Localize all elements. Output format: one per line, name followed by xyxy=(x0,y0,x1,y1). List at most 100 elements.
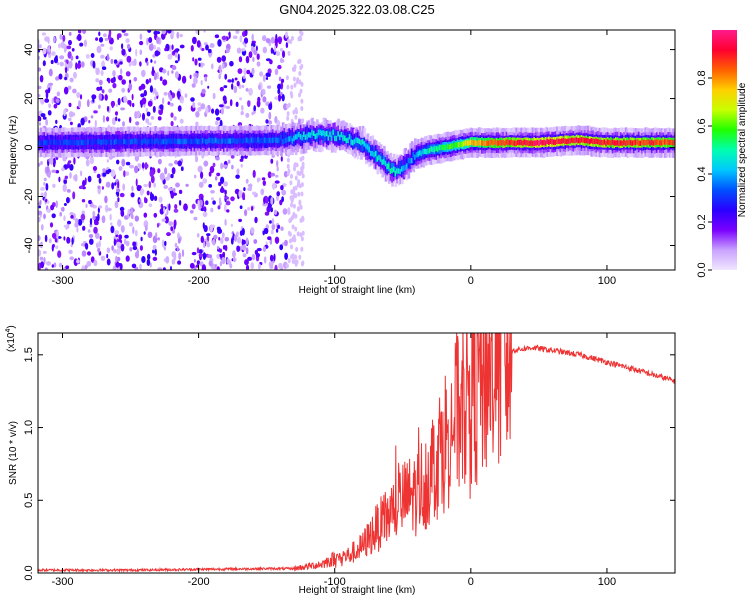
spectrogram-noise-cell xyxy=(301,164,305,170)
spectrogram-noise-cell xyxy=(80,213,86,221)
spectrogram-noise-cell xyxy=(62,184,67,192)
spectrogram-noise-cell xyxy=(181,249,185,257)
spectrogram-signal-cell xyxy=(633,140,636,146)
spectrogram-noise-cell xyxy=(224,196,229,200)
spectrogram-noise-cell xyxy=(119,192,125,198)
spectrogram-noise-cell xyxy=(190,45,194,52)
spectrogram-signal-cell xyxy=(567,138,571,144)
spectrogram-noise-cell xyxy=(131,93,134,101)
spectrogram-noise-cell xyxy=(69,212,74,216)
spectrogram-signal-cell xyxy=(577,138,580,144)
spectrogram-signal-cell xyxy=(345,138,349,144)
spectrogram-signal-cell xyxy=(134,138,138,144)
spectrogram-noise-cell xyxy=(134,267,138,270)
spectrogram-noise-cell xyxy=(234,188,240,195)
spectrogram-signal-cell xyxy=(634,139,638,146)
spectrogram-noise-cell xyxy=(50,59,54,65)
spectrogram-noise-cell xyxy=(222,164,228,168)
spectrogram-noise-cell xyxy=(280,185,284,191)
spectrogram-noise-cell xyxy=(112,70,116,77)
spectrogram-signal-cell xyxy=(94,138,97,145)
spectrogram-signal-cell xyxy=(167,138,171,144)
spectrogram-noise-cell xyxy=(92,215,96,221)
spectrogram-noise-cell xyxy=(94,220,99,226)
spectrogram-signal-cell xyxy=(209,137,213,144)
spectrogram-noise-cell xyxy=(256,99,261,108)
spectrogram-noise-cell xyxy=(139,245,143,251)
spectrogram-noise-cell xyxy=(298,199,302,205)
spectrogram-signal-cell xyxy=(286,136,290,143)
spectrogram-noise-cell xyxy=(261,88,266,96)
spectrogram-noise-cell xyxy=(280,92,283,96)
spectrogram-noise-cell xyxy=(208,260,213,267)
spectrogram-noise-cell xyxy=(63,203,67,206)
spectrogram-noise-cell xyxy=(261,177,266,181)
spectrogram-noise-cell xyxy=(196,40,201,48)
spectrogram-noise-cell xyxy=(117,97,121,106)
spectrogram-noise-cell xyxy=(215,176,218,181)
spectrogram-noise-cell xyxy=(286,84,290,90)
spectrogram-noise-cell xyxy=(239,35,243,43)
spectrogram-noise-cell xyxy=(168,203,171,211)
spectrogram-noise-cell xyxy=(102,172,107,177)
spectrogram-noise-cell xyxy=(293,162,297,168)
spectrogram-signal-cell xyxy=(531,140,535,147)
spectrogram-noise-cell xyxy=(79,94,83,100)
spectrogram-signal-cell xyxy=(160,139,164,145)
spectrogram-noise-cell xyxy=(239,205,243,209)
spectrogram-signal-cell xyxy=(479,139,482,146)
spectrogram-noise-cell xyxy=(40,113,46,118)
spectrogram-signal-cell xyxy=(342,135,345,141)
spectrogram-noise-cell xyxy=(223,85,228,89)
spectrogram-signal-cell xyxy=(561,138,564,144)
spectrogram-noise-cell xyxy=(281,50,286,58)
spectrogram-noise-cell xyxy=(252,191,257,195)
spectrogram-noise-cell xyxy=(244,209,248,217)
spectrogram-signal-cell xyxy=(51,139,55,146)
spectrogram-signal-cell xyxy=(219,138,223,145)
spectrogram-noise-cell xyxy=(289,195,293,201)
snr-multiplier-close: ) xyxy=(6,325,17,328)
spectrogram-noise-cell xyxy=(300,98,304,104)
spectrogram-noise-cell xyxy=(205,200,209,205)
spectrogram-signal-cell xyxy=(427,148,430,154)
spectrogram-signal-cell xyxy=(528,140,531,146)
spectrogram-noise-cell xyxy=(40,161,43,165)
spectrogram-noise-cell xyxy=(178,252,182,260)
spectrogram-noise-cell xyxy=(48,44,51,53)
spectrogram-signal-cell xyxy=(672,140,675,146)
spectrogram-ytick-label: -40 xyxy=(23,238,35,254)
spectrogram-noise-cell xyxy=(159,172,165,181)
spectrogram-noise-cell xyxy=(211,238,216,246)
spectrogram-noise-cell xyxy=(230,237,234,245)
spectrogram-noise-cell xyxy=(45,183,49,191)
spectrogram-noise-cell xyxy=(126,43,131,50)
spectrogram-signal-cell xyxy=(304,134,308,140)
spectrogram-noise-cell xyxy=(295,79,299,85)
spectrogram-signal-cell xyxy=(649,140,652,146)
spectrogram-noise-cell xyxy=(242,253,247,258)
spectrogram-noise-cell xyxy=(98,93,103,101)
spectrogram-noise-cell xyxy=(144,162,148,170)
spectrogram-noise-cell xyxy=(100,43,105,47)
spectrogram-signal-cell xyxy=(588,139,592,145)
spectrogram-noise-cell xyxy=(56,91,60,97)
spectrogram-noise-cell xyxy=(216,56,222,63)
spectrogram-noise-cell xyxy=(38,85,42,90)
spectrogram-noise-cell xyxy=(64,62,68,68)
spectrogram-ytick-label: 20 xyxy=(23,92,35,104)
spectrogram-noise-cell xyxy=(51,213,56,219)
spectrogram-signal-cell xyxy=(203,137,206,144)
spectrogram-signal-cell xyxy=(660,140,664,146)
spectrogram-noise-cell xyxy=(147,253,151,260)
spectrogram-signal-cell xyxy=(58,139,61,146)
spectrogram-noise-cell xyxy=(294,175,298,181)
spectrogram-noise-cell xyxy=(139,40,144,46)
spectrogram-signal-cell xyxy=(214,137,218,143)
spectrogram-noise-cell xyxy=(118,74,123,81)
spectrogram-noise-cell xyxy=(111,182,115,190)
spectrogram-signal-cell xyxy=(100,140,104,146)
spectrogram-noise-cell xyxy=(74,174,78,182)
spectrogram-noise-cell xyxy=(194,154,198,163)
